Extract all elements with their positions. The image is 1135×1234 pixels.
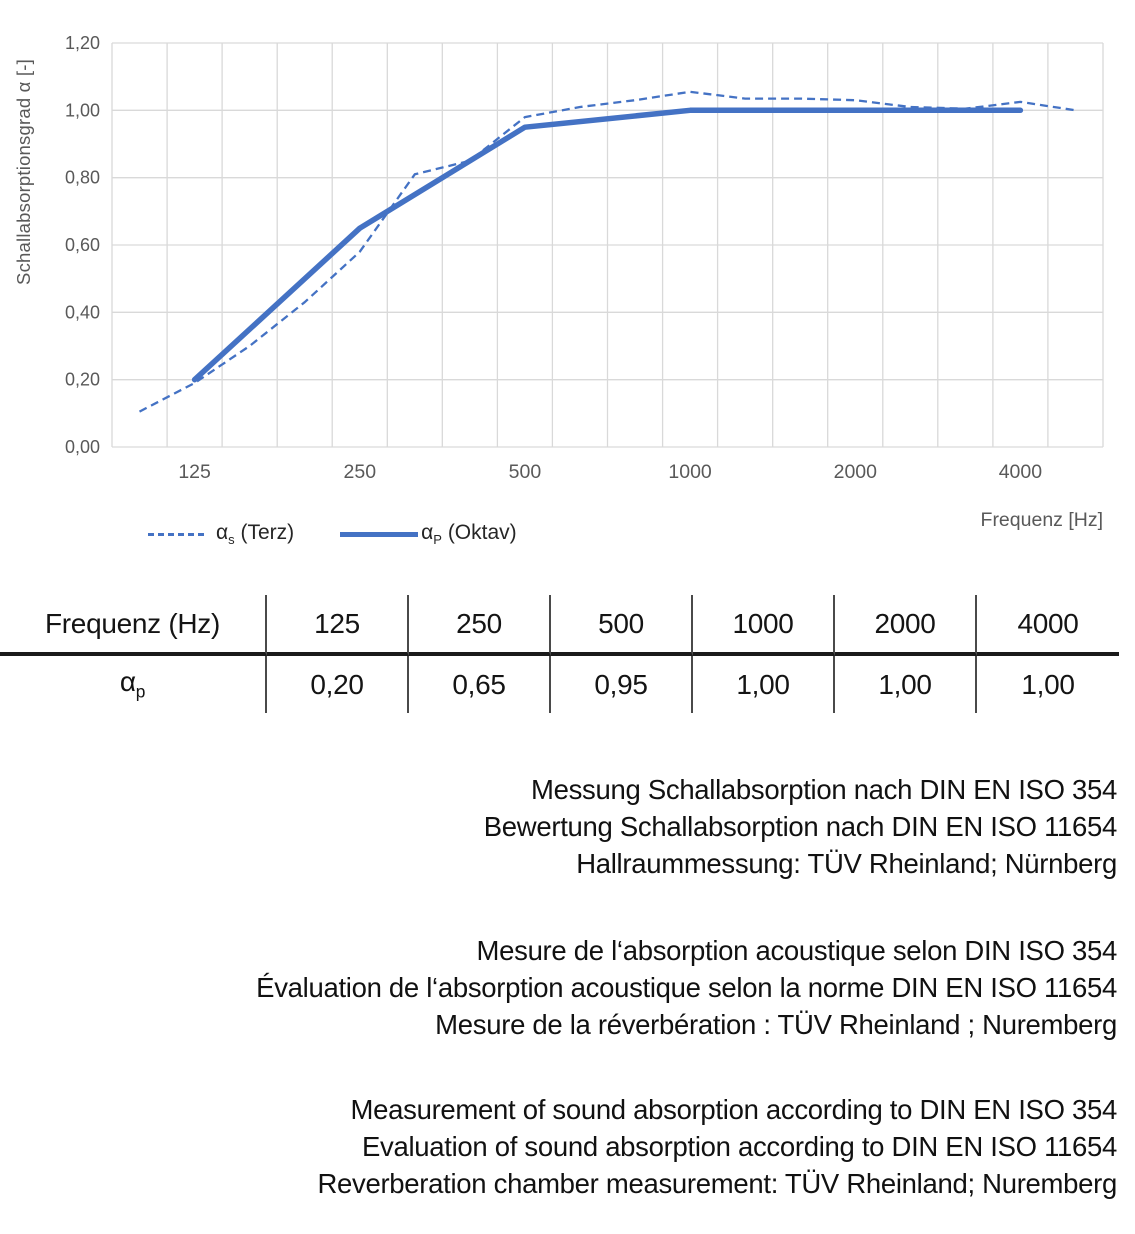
dashed-line-swatch [148,532,206,536]
table-header-value: 250 [409,595,551,656]
legend-item-alpha-p-oktav: αP (Oktav) [340,521,517,547]
note-line: Hallraummessung: TÜV Rheinland; Nürnberg [576,848,1117,879]
chart-legend-row: αs (Terz) αP (Oktav) Frequenz [Hz] [0,505,1135,563]
note-line: Mesure de la réverbération : TÜV Rheinla… [435,1009,1117,1040]
table-header-value: 4000 [977,595,1119,656]
svg-text:0,00: 0,00 [65,437,100,457]
svg-text:4000: 4000 [999,461,1043,483]
x-tick-labels: 125 250 500 1000 2000 4000 [178,461,1042,483]
y-tick-labels: 0,00 0,20 0,40 0,60 0,80 1,00 1,20 [65,33,100,457]
svg-text:1,00: 1,00 [65,100,100,120]
table-cell-value: 1,00 [1021,668,1075,700]
svg-text:125: 125 [178,461,211,483]
svg-text:1,20: 1,20 [65,33,100,53]
svg-text:500: 500 [509,461,542,483]
table-header-frequency: Frequenz (Hz) [0,595,267,656]
table-header-value: 1000 [693,595,835,656]
svg-text:0,60: 0,60 [65,235,100,255]
svg-text:0,80: 0,80 [65,168,100,188]
svg-text:2000: 2000 [834,461,878,483]
note-german: Messung Schallabsorption nach DIN EN ISO… [0,771,1135,882]
note-line: Messung Schallabsorption nach DIN EN ISO… [531,774,1117,805]
note-line: Measurement of sound absorption accordin… [350,1094,1118,1125]
table-cell-value: 0,20 [267,656,409,713]
absorption-values-table: Frequenz (Hz) 125 250 500 1000 2000 4000… [0,595,1135,713]
note-line: Évaluation de l‘absorption acoustique se… [256,972,1117,1003]
note-french: Mesure de l‘absorption acoustique selon … [0,932,1135,1043]
legend-item-alpha-s-terz: αs (Terz) [148,521,294,547]
table-header-value: 2000 [835,595,977,656]
note-line: Evaluation of sound absorption according… [361,1131,1117,1162]
x-axis-title: Frequenz [Hz] [980,509,1103,531]
absorption-line-chart: 0,00 0,20 0,40 0,60 0,80 1,00 1,20 125 250 500 100… [13,33,1104,483]
note-line: Bewertung Schallabsorption nach DIN EN I… [483,811,1118,842]
svg-text:0,40: 0,40 [65,302,100,322]
table-cell-value: 0,65 [409,656,551,713]
svg-text:1000: 1000 [668,461,712,483]
series-dashed [138,90,1076,413]
note-english: Measurement of sound absorption accordin… [0,1091,1135,1202]
solid-line-swatch [340,531,419,537]
legend-label: αs (Terz) [216,521,295,548]
table-header-value: 500 [551,595,693,656]
note-line: Reverberation chamber measurement: TÜV R… [317,1168,1117,1199]
table-cell-value: 1,00 [693,656,835,713]
note-line: Mesure de l‘absorption acoustique selon … [476,935,1118,966]
table-cell-value: 0,95 [551,656,693,713]
legend-label: αP (Oktav) [421,521,517,548]
chart-legend: αs (Terz) αP (Oktav) [148,521,517,547]
y-axis-title: Schallabsorptionsgrad α [-] [13,59,34,285]
svg-text:250: 250 [344,461,377,483]
table-cell-value: 1,00 [835,656,977,713]
table-header-value: 125 [267,595,409,656]
table-row-label-alpha-p: αp [0,656,267,713]
svg-text:0,20: 0,20 [65,370,100,390]
sound-absorption-chart-area: 0,00 0,20 0,40 0,60 0,80 1,00 1,20 125 250 500 100… [0,0,1135,563]
series-solid [191,107,1024,383]
